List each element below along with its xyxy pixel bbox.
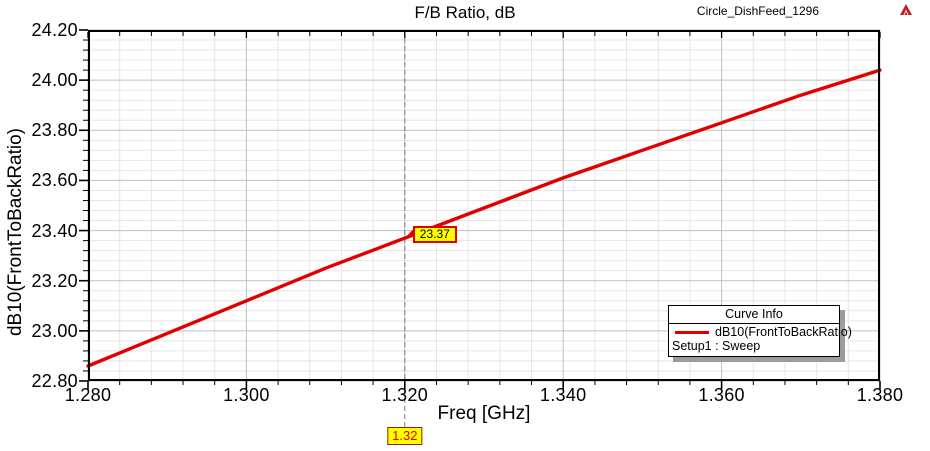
- x-tick-label: 1.360: [698, 385, 745, 405]
- legend-box[interactable]: Curve Info dB10(FrontToBackRatio) Setup1…: [668, 305, 852, 357]
- plot-border: [88, 30, 880, 381]
- series-curve: [86, 68, 882, 368]
- y-tick-label: 23.40: [31, 220, 78, 241]
- x-tick-label: 1.380: [856, 385, 904, 405]
- legend-entry-label: dB10(FrontToBackRatio): [715, 325, 852, 339]
- curve-color-swatch-icon: [675, 331, 709, 335]
- x-tick-label: 1.280: [64, 385, 112, 405]
- x-tick-label: 1.340: [539, 385, 587, 405]
- x-axis-title: Freq [GHz]: [437, 403, 531, 424]
- y-tick-label: 22.80: [31, 371, 78, 391]
- y-tick-label: 23.60: [31, 170, 78, 191]
- y-tick-label: 23.00: [31, 320, 78, 341]
- y-tick-label: 24.00: [31, 70, 78, 91]
- marker-tail-icon: [404, 228, 414, 239]
- y-tick-label: 24.20: [31, 20, 78, 40]
- legend-title: Curve Info: [669, 306, 839, 324]
- legend-entry: dB10(FrontToBackRatio): [669, 324, 852, 339]
- y-tick-label: 23.80: [31, 120, 78, 141]
- legend-sweep-label: Setup1 : Sweep: [672, 339, 761, 353]
- y-tick-label: 23.20: [31, 270, 78, 291]
- ansoft-logo-icon: [899, 3, 913, 17]
- x-tick-label: 1.320: [381, 385, 429, 405]
- x-tick-label: 1.300: [223, 385, 270, 405]
- project-name-label: Circle_DishFeed_1296: [696, 4, 819, 18]
- marker-value-label[interactable]: 23.37: [412, 226, 457, 244]
- marker-x-axis-label[interactable]: 1.32: [387, 427, 423, 445]
- plot-title: F/B Ratio, dB: [414, 3, 516, 22]
